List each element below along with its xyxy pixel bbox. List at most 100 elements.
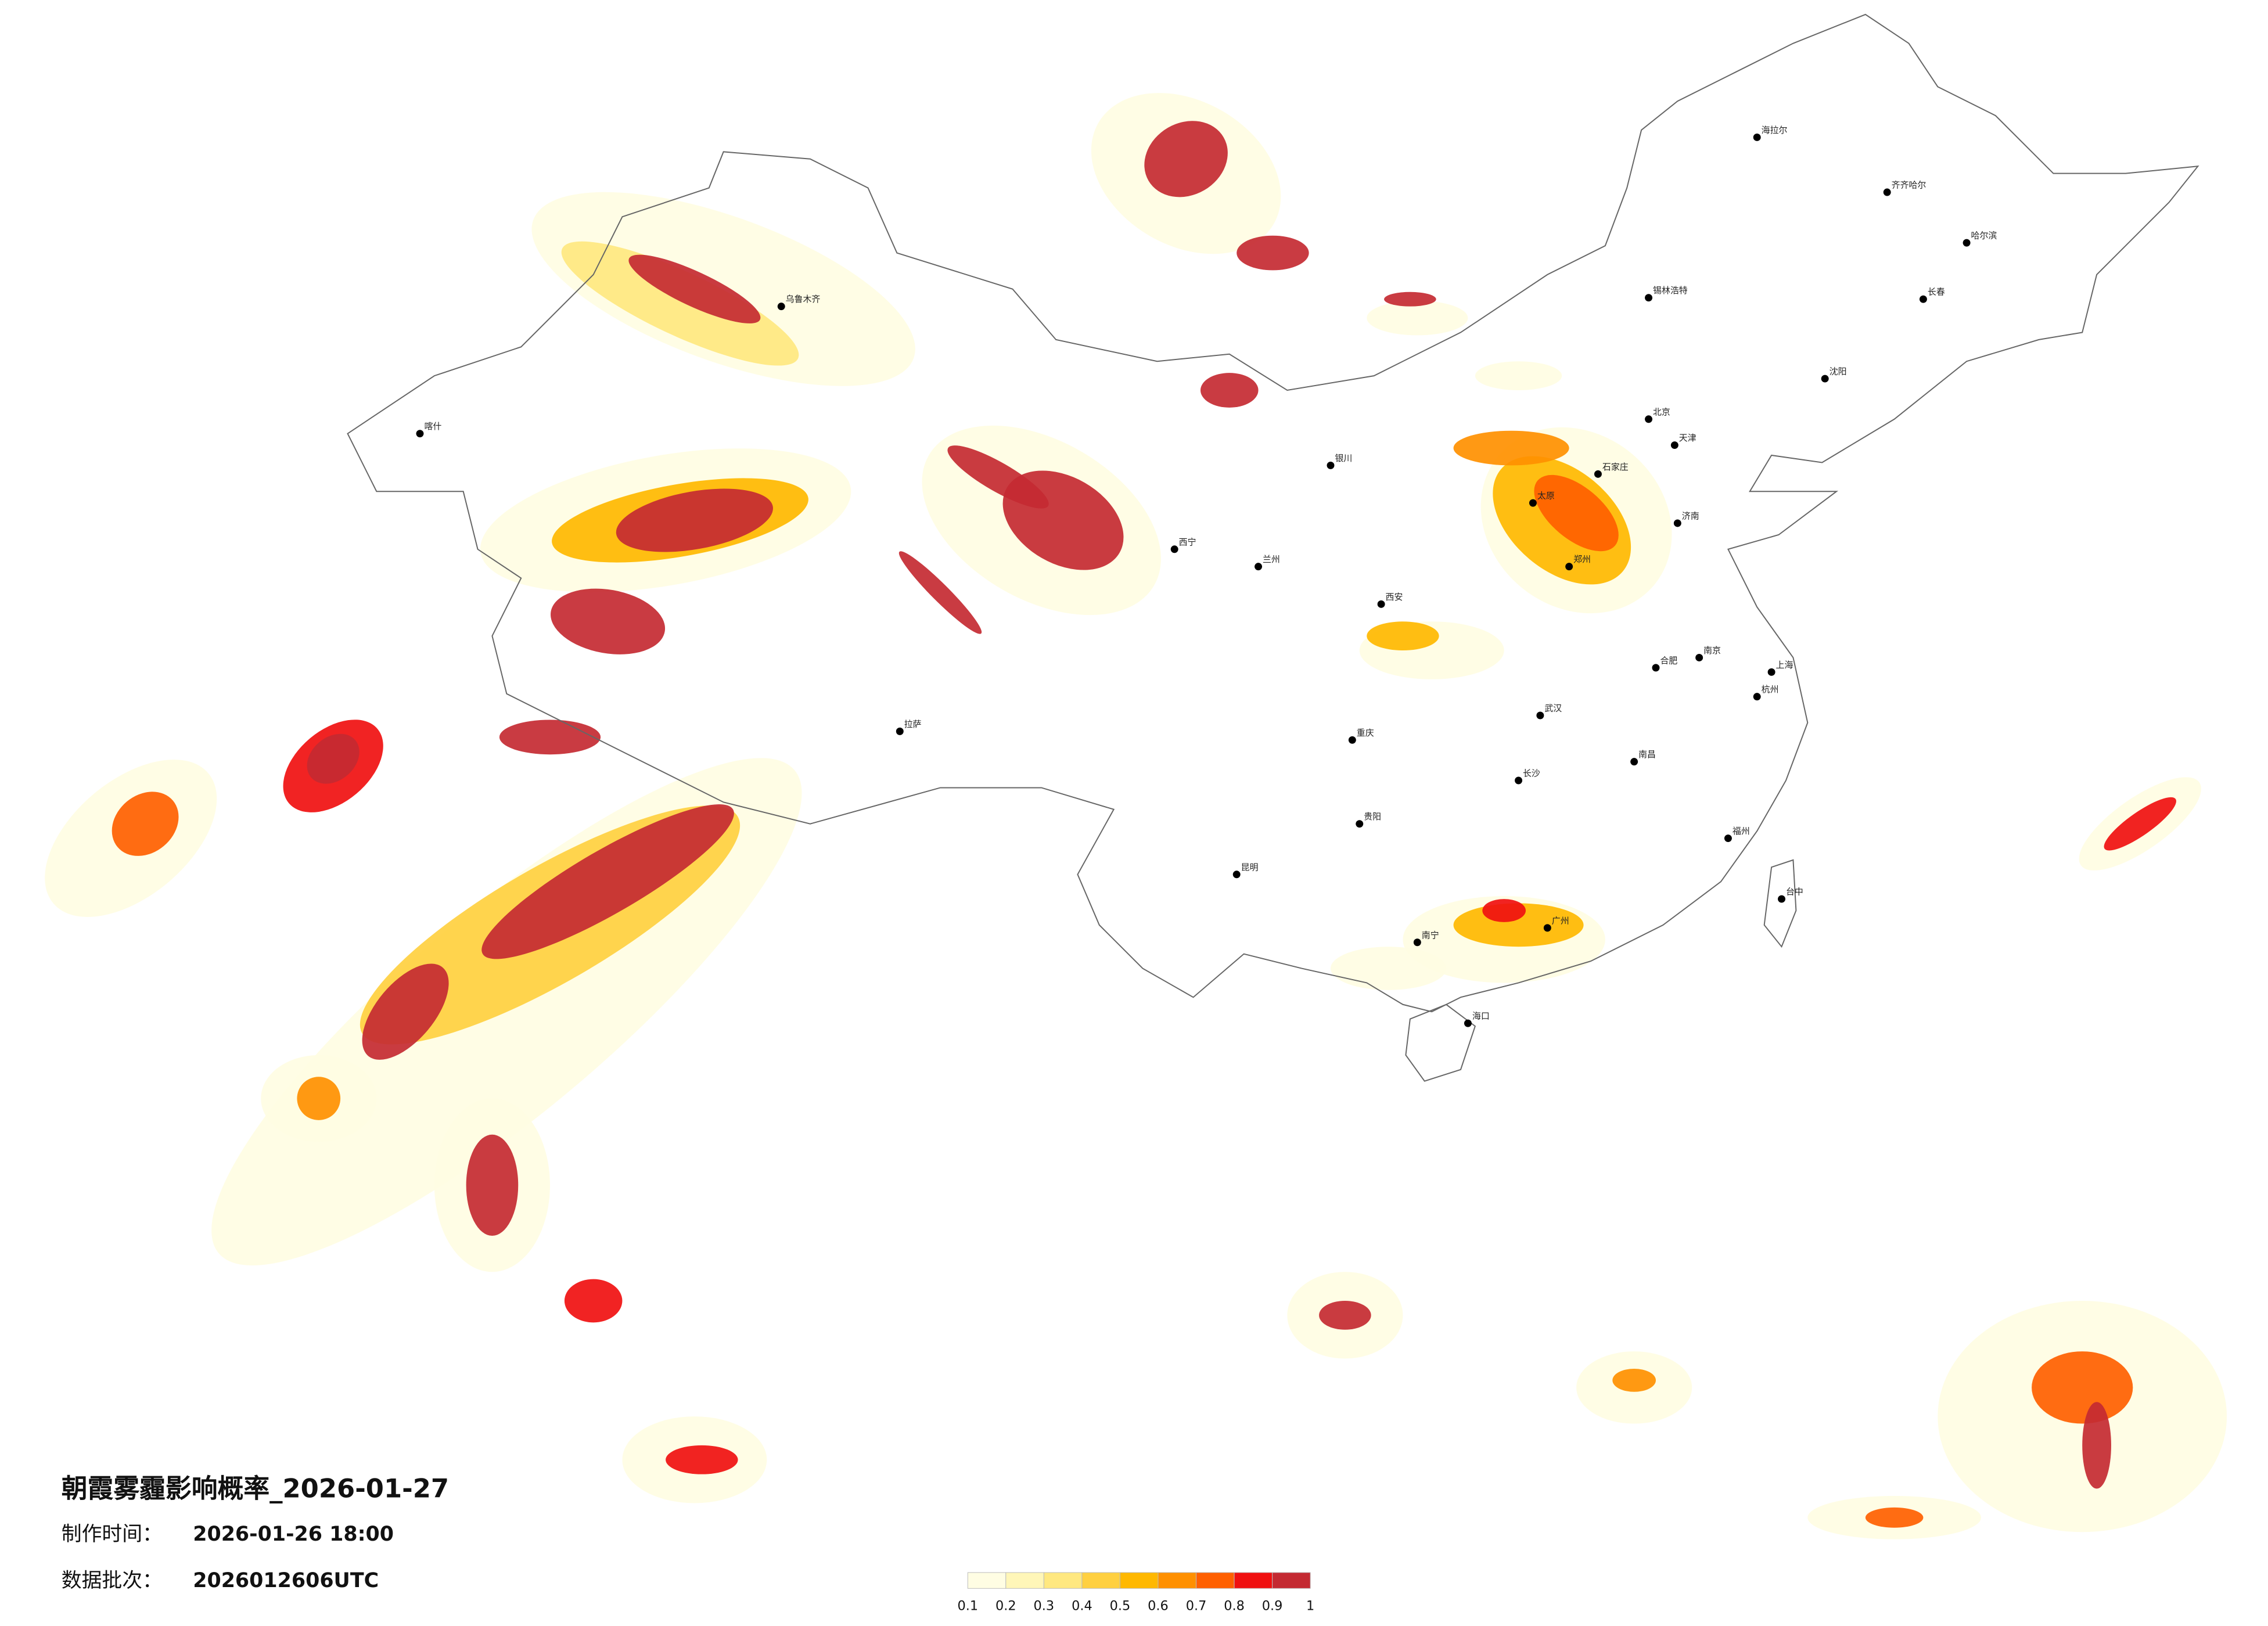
probability-area — [898, 551, 982, 634]
city-dot — [1377, 600, 1385, 608]
city-label: 银川 — [1335, 453, 1352, 463]
probability-area — [1482, 899, 1526, 922]
city-label: 长沙 — [1523, 768, 1540, 779]
colorbar-tick-label: 0.8 — [1224, 1599, 1245, 1614]
colorbar-swatch — [1119, 1572, 1159, 1589]
probability-area — [1453, 430, 1569, 466]
colorbar-tick-label: 0.6 — [1148, 1599, 1169, 1614]
city-dot — [1255, 563, 1263, 571]
colorbar-tick-label: 0.4 — [1072, 1599, 1092, 1614]
city-label: 杭州 — [1762, 684, 1779, 695]
city-dot — [1232, 870, 1241, 879]
probability-area — [1237, 235, 1309, 271]
city-label: 福州 — [1733, 826, 1750, 836]
colorbar-swatch — [1234, 1572, 1273, 1589]
production-label: 制作时间： — [62, 1523, 163, 1546]
probability-area — [1200, 373, 1259, 408]
probability-area — [616, 488, 773, 552]
colorbar-tick-label: 0.9 — [1262, 1599, 1283, 1614]
colorbar-swatch — [1081, 1572, 1120, 1589]
city-label: 武汉 — [1544, 703, 1562, 714]
city-dot — [1327, 461, 1335, 469]
probability-area — [1367, 621, 1439, 650]
city-label: 太原 — [1537, 491, 1555, 501]
probability-area — [466, 1134, 519, 1236]
probability-area — [1330, 947, 1447, 990]
city-dot — [1724, 834, 1732, 843]
city-dot — [416, 430, 424, 438]
city-label: 广州 — [1552, 915, 1569, 926]
probability-area — [1144, 121, 1228, 197]
city-dot — [1630, 758, 1638, 766]
city-label: 西安 — [1386, 592, 1403, 602]
city-label: 乌鲁木齐 — [786, 294, 821, 304]
probability-area — [1612, 1368, 1656, 1392]
colorbar-swatch — [1005, 1572, 1044, 1589]
city-label: 南京 — [1703, 645, 1721, 656]
probability-area — [362, 963, 449, 1060]
probability-area — [297, 1077, 341, 1120]
city-label: 石家庄 — [1602, 462, 1629, 472]
city-dot — [896, 727, 904, 735]
city-label: 海口 — [1472, 1011, 1490, 1021]
city-label: 锡林浩特 — [1653, 285, 1688, 296]
city-label: 天津 — [1679, 433, 1696, 443]
colorbar-swatch — [1272, 1572, 1311, 1589]
colorbar-tick-label: 0.1 — [957, 1599, 978, 1614]
probability-area — [561, 241, 799, 366]
city-dot — [1767, 668, 1775, 676]
colorbar-swatch — [967, 1572, 1007, 1589]
city-dot — [1778, 895, 1785, 903]
city-label: 合肥 — [1660, 655, 1677, 665]
city-dot — [1543, 924, 1551, 932]
probability-area — [112, 792, 179, 856]
city-dot — [1963, 239, 1971, 247]
colorbar-tick-label: 1 — [1306, 1599, 1314, 1614]
probability-area — [1384, 292, 1436, 307]
city-dot — [1464, 1019, 1472, 1027]
city-dot — [1645, 294, 1653, 302]
city-label: 齐齐哈尔 — [1892, 180, 1926, 190]
colorbar-swatch — [1043, 1572, 1083, 1589]
city-dot — [1529, 499, 1537, 507]
city-dot — [1413, 938, 1421, 947]
probability-area — [666, 1445, 738, 1474]
city-dot — [1652, 664, 1660, 672]
colorbar-tick-label: 0.2 — [995, 1599, 1016, 1614]
city-label: 海拉尔 — [1762, 125, 1788, 135]
city-dot — [1536, 711, 1544, 720]
city-dot — [1565, 563, 1573, 571]
colorbar-tick-label: 0.7 — [1186, 1599, 1207, 1614]
city-label: 台中 — [1786, 887, 1803, 897]
city-label: 昆明 — [1241, 862, 1259, 872]
colorbar-tick-label: 0.3 — [1034, 1599, 1055, 1614]
probability-area — [2082, 1402, 2111, 1489]
probability-area — [2032, 1351, 2133, 1424]
probability-area — [1865, 1507, 1924, 1528]
city-dot — [1753, 133, 1761, 141]
colorbar-swatch — [1158, 1572, 1197, 1589]
city-label: 拉萨 — [904, 719, 922, 729]
colorbar-tick-label: 0.5 — [1110, 1599, 1131, 1614]
city-dot — [1515, 776, 1523, 785]
probability-area — [307, 733, 360, 784]
probability-area — [2104, 797, 2176, 851]
probability-area — [628, 254, 761, 323]
city-label: 沈阳 — [1830, 366, 1847, 377]
islands-outline — [1405, 859, 1797, 1082]
probability-area — [1319, 1301, 1371, 1330]
city-label: 哈尔滨 — [1971, 231, 1997, 241]
probability-area — [1475, 361, 1562, 390]
china-outline — [347, 13, 2199, 1013]
city-dot — [1883, 188, 1891, 196]
city-label: 南昌 — [1638, 749, 1656, 760]
probability-area — [481, 804, 734, 959]
city-label: 长春 — [1928, 287, 1945, 297]
city-dot — [1919, 295, 1927, 303]
city-dot — [777, 303, 785, 311]
probability-field — [45, 93, 2227, 1539]
